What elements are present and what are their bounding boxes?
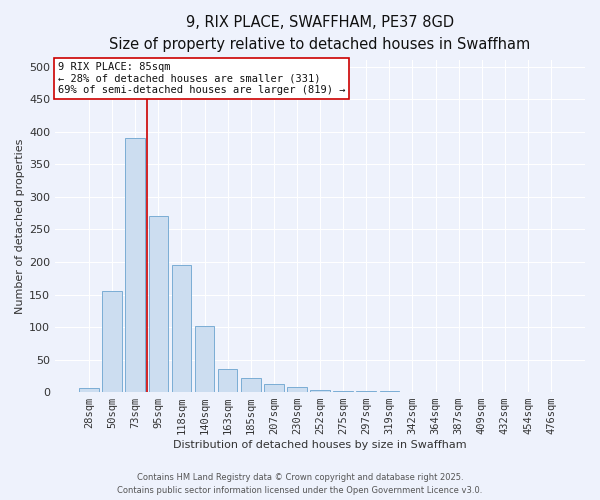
Bar — [149, 216, 168, 392]
Bar — [195, 326, 214, 392]
Y-axis label: Number of detached properties: Number of detached properties — [15, 138, 25, 314]
Bar — [125, 138, 145, 392]
Bar — [334, 391, 353, 392]
Bar — [103, 292, 122, 392]
Bar — [241, 378, 260, 392]
Bar — [172, 265, 191, 392]
Title: 9, RIX PLACE, SWAFFHAM, PE37 8GD
Size of property relative to detached houses in: 9, RIX PLACE, SWAFFHAM, PE37 8GD Size of… — [109, 15, 531, 52]
X-axis label: Distribution of detached houses by size in Swaffham: Distribution of detached houses by size … — [173, 440, 467, 450]
Text: Contains HM Land Registry data © Crown copyright and database right 2025.
Contai: Contains HM Land Registry data © Crown c… — [118, 474, 482, 495]
Text: 9 RIX PLACE: 85sqm
← 28% of detached houses are smaller (331)
69% of semi-detach: 9 RIX PLACE: 85sqm ← 28% of detached hou… — [58, 62, 346, 95]
Bar — [218, 370, 238, 392]
Bar — [264, 384, 284, 392]
Bar — [310, 390, 330, 392]
Bar — [79, 388, 99, 392]
Bar — [287, 387, 307, 392]
